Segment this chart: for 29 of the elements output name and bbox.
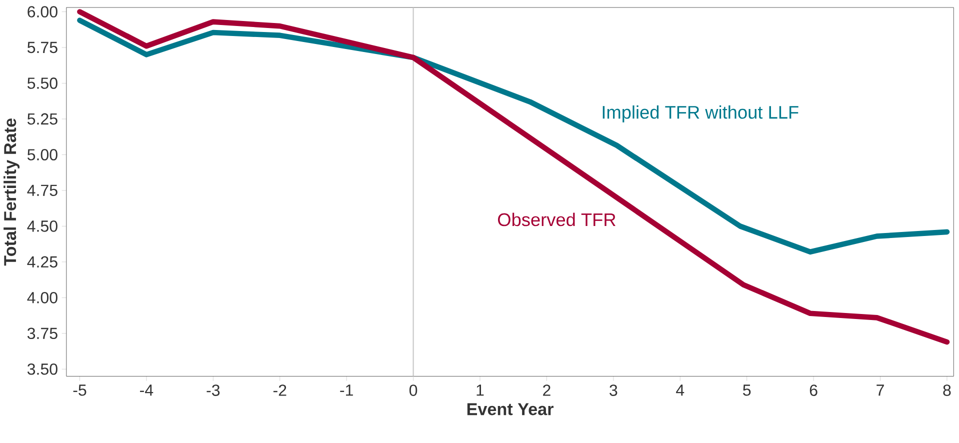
y-tick-label: 6.00 [28,6,58,18]
series-label: Observed TFR [498,213,616,226]
y-tick-label: 4.75 [27,185,58,196]
x-tick-label: -5 [73,384,86,396]
y-tick-label: 4.25 [27,256,58,268]
x-tick-label: 3 [610,384,618,396]
y-tick-label: 5.75 [27,42,58,54]
x-tick-label: 8 [943,384,951,396]
x-tick-label: 6 [810,384,818,396]
series-label: Implied TFR without LLF [602,106,798,123]
x-axis-title: Event Year [467,404,554,416]
y-tick-label: 5.00 [27,149,58,161]
y-tick-label: 5.25 [27,114,58,125]
x-tick-label: 0 [409,384,418,396]
y-axis-title: Total Fertility Rate [4,118,20,266]
y-tick-label: 4.50 [27,220,58,232]
x-tick-label: 7 [876,384,884,396]
y-tick-label: 3.75 [27,328,58,340]
x-tick-label: 4 [676,384,684,396]
x-tick-label: -2 [273,384,286,396]
x-tick-label: 5 [743,384,751,396]
x-tick-label: -1 [340,384,353,396]
y-tick-label: 4.00 [27,292,58,304]
x-tick-label: 2 [543,384,550,396]
y-tick-label: 5.50 [27,78,58,90]
x-tick-label: -3 [206,384,220,396]
x-tick-label: -4 [140,384,154,396]
x-tick-label: 1 [476,384,484,396]
y-tick-label: 3.50 [27,364,58,376]
